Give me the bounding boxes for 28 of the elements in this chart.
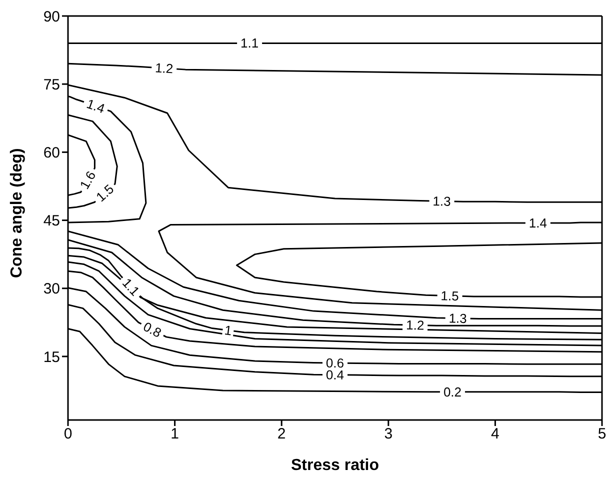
x-axis-title: Stress ratio <box>290 457 380 474</box>
text: 0.8 <box>140 318 164 341</box>
series-label: 1.3 <box>432 194 451 209</box>
series-label: 0.2 <box>443 384 462 400</box>
series-label: 1.2 <box>154 60 174 76</box>
x-tick-label: 5 <box>598 426 606 443</box>
x-tick-label: 1 <box>170 426 179 443</box>
text: 1.4 <box>84 96 107 116</box>
text: 1 <box>224 322 233 338</box>
y-tick-label: 15 <box>43 348 60 366</box>
text: 1.5 <box>93 181 117 205</box>
x-tick-label: 4 <box>491 426 500 443</box>
y-tick-label: 30 <box>43 280 60 298</box>
y-tick-label: 75 <box>43 76 60 94</box>
series-label: 1.4 <box>528 215 547 230</box>
series-label: 1.3 <box>448 310 468 326</box>
y-tick-label: 60 <box>43 144 60 162</box>
text: 1.1 <box>119 275 143 299</box>
y-tick-label: 90 <box>43 8 60 26</box>
x-tick-label: 2 <box>277 426 286 443</box>
series-label: 1.1 <box>240 36 259 51</box>
x-tick-label: 3 <box>384 426 393 443</box>
series-label: 1.2 <box>406 317 424 333</box>
series-label: 1.5 <box>440 288 460 304</box>
text: 1.6 <box>76 168 99 192</box>
y-axis-title: Cone angle (deg) <box>8 148 26 278</box>
x-tick-label: 0 <box>64 426 72 443</box>
y-tick-label: 45 <box>43 212 60 230</box>
